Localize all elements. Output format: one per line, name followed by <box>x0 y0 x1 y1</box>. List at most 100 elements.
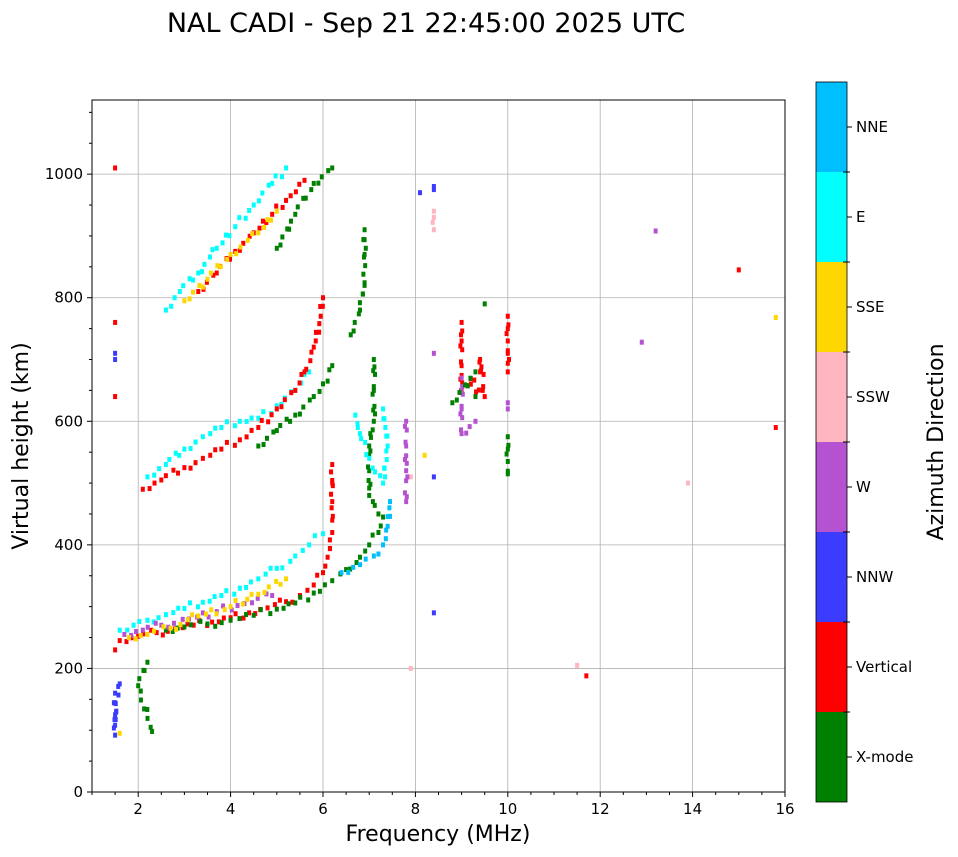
data-point <box>330 499 335 505</box>
x-tick-label: 8 <box>411 800 421 818</box>
data-point <box>323 563 328 569</box>
data-point <box>113 357 118 362</box>
trace-cluster-9-X <box>450 301 487 406</box>
data-point <box>373 411 378 417</box>
data-point <box>145 617 150 623</box>
data-point <box>180 616 185 622</box>
data-point <box>163 473 168 479</box>
data-point <box>300 547 305 553</box>
trace-isolated-1.5 <box>113 165 118 653</box>
data-point <box>213 623 218 629</box>
trace-echo-1-SSE <box>126 576 289 642</box>
data-point <box>385 514 390 520</box>
trace-isolated-low <box>111 690 119 738</box>
data-point <box>172 295 177 301</box>
data-point <box>113 722 118 728</box>
data-point <box>321 295 325 301</box>
data-point <box>653 228 658 234</box>
data-point <box>459 375 464 381</box>
data-point <box>167 456 172 462</box>
data-point <box>154 630 159 636</box>
data-point <box>117 681 122 687</box>
y-tick-label: 600 <box>54 412 83 430</box>
colorbar-swatch-vertical <box>816 622 847 712</box>
data-point <box>199 269 204 275</box>
data-point <box>274 565 279 571</box>
data-point <box>202 261 207 267</box>
data-point <box>357 307 362 313</box>
data-point <box>255 595 260 601</box>
y-axis-label: Virtual height (km) <box>9 342 34 549</box>
data-point <box>384 448 389 454</box>
data-point <box>330 513 335 519</box>
data-point <box>124 639 129 645</box>
data-point <box>480 387 485 393</box>
data-point <box>288 558 293 564</box>
data-point <box>214 245 219 251</box>
data-point <box>284 599 289 605</box>
data-point <box>351 328 356 334</box>
data-point <box>237 418 242 424</box>
data-point <box>284 416 289 422</box>
data-point <box>249 427 254 433</box>
colorbar-label: X-mode <box>856 748 913 766</box>
data-point <box>352 319 357 325</box>
data-point <box>404 499 409 505</box>
data-point <box>286 601 291 607</box>
data-point <box>402 457 407 463</box>
data-point <box>207 254 212 260</box>
colorbar-label: W <box>856 478 871 496</box>
data-point <box>362 227 367 233</box>
data-point <box>460 347 465 353</box>
data-point <box>459 427 463 433</box>
data-point <box>171 620 176 626</box>
data-point <box>288 418 293 424</box>
data-point <box>363 245 368 251</box>
data-point <box>244 612 248 618</box>
data-point <box>404 427 409 433</box>
data-point <box>309 349 314 355</box>
data-point <box>113 165 118 171</box>
data-point <box>311 590 316 596</box>
data-point <box>134 629 139 635</box>
data-point <box>344 567 349 573</box>
data-point <box>293 600 298 606</box>
data-point <box>232 442 237 448</box>
x-axis-label: Frequency (MHz) <box>346 822 531 847</box>
trace-column-6.9-X <box>348 227 381 517</box>
data-point <box>330 530 335 535</box>
data-point <box>196 270 201 276</box>
data-point <box>219 446 224 452</box>
data-point <box>200 455 205 461</box>
data-point <box>213 425 218 431</box>
data-point <box>289 218 293 224</box>
data-point <box>268 565 273 571</box>
data-point <box>459 319 464 325</box>
x-tick-label: 14 <box>683 800 702 818</box>
data-point <box>256 576 261 582</box>
data-point <box>182 446 187 452</box>
data-point <box>247 233 252 239</box>
data-point <box>505 313 510 319</box>
data-point <box>431 187 436 193</box>
data-point <box>216 619 221 625</box>
data-point <box>504 331 509 337</box>
data-point <box>188 465 193 471</box>
colorbar-label: SSW <box>856 388 890 406</box>
data-point <box>639 339 644 345</box>
data-point <box>213 447 218 453</box>
data-point <box>575 662 580 668</box>
data-point <box>114 708 119 714</box>
chart-title: NAL CADI - Sep 21 22:45:00 2025 UTC <box>167 8 685 39</box>
data-point <box>161 624 166 630</box>
data-point <box>141 631 146 637</box>
data-point <box>177 452 182 458</box>
data-point <box>505 458 510 464</box>
data-point <box>177 289 182 295</box>
data-point <box>287 226 292 232</box>
data-point <box>212 594 217 600</box>
data-point <box>316 180 321 186</box>
data-point <box>504 451 509 457</box>
data-point <box>129 632 134 638</box>
data-point <box>235 603 240 609</box>
